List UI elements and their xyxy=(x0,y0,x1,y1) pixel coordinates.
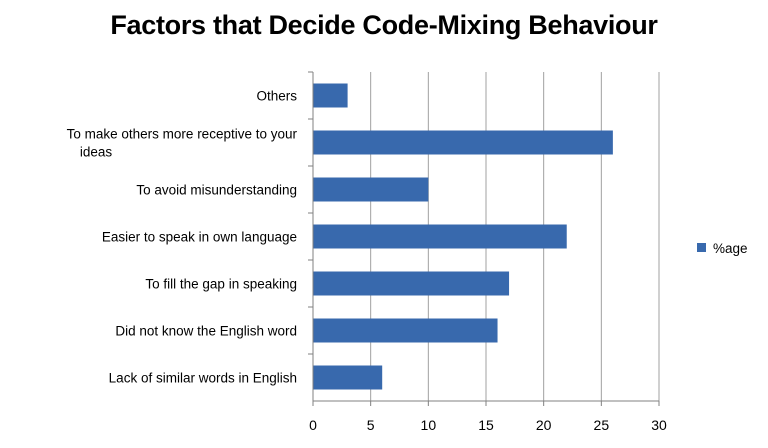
bar xyxy=(313,83,348,108)
x-tick-label: 25 xyxy=(594,417,610,433)
category-label: Easier to speak in own language xyxy=(102,230,297,245)
category-label: Others xyxy=(256,89,297,104)
x-tick-labels: 0 5 10 15 20 25 30 xyxy=(309,417,667,433)
category-labels: Others To make others more receptive to y… xyxy=(67,89,298,386)
legend-label: %age xyxy=(713,241,748,256)
bar xyxy=(313,224,567,249)
axes xyxy=(308,71,660,406)
category-label: Lack of similar words in English xyxy=(109,371,297,386)
x-tick-label: 15 xyxy=(478,417,494,433)
category-label: To fill the gap in speaking xyxy=(145,277,297,292)
x-tick-label: 30 xyxy=(651,417,667,433)
x-tick-label: 20 xyxy=(536,417,552,433)
legend: %age xyxy=(697,241,748,256)
bar xyxy=(313,130,613,155)
category-label: To make others more receptive to your xyxy=(67,127,298,142)
bar xyxy=(313,271,510,296)
bars xyxy=(313,83,613,390)
bar xyxy=(313,318,498,343)
x-tick-label: 0 xyxy=(309,417,317,433)
category-label: Did not know the English word xyxy=(115,324,297,339)
category-label: To avoid misunderstanding xyxy=(136,183,297,198)
bar xyxy=(313,365,383,390)
legend-swatch xyxy=(697,243,706,252)
chart-title: Factors that Decide Code-Mixing Behaviou… xyxy=(110,10,658,40)
x-tick-label: 10 xyxy=(421,417,437,433)
bar xyxy=(313,177,429,202)
x-tick-label: 5 xyxy=(367,417,375,433)
category-label: ideas xyxy=(80,145,113,160)
